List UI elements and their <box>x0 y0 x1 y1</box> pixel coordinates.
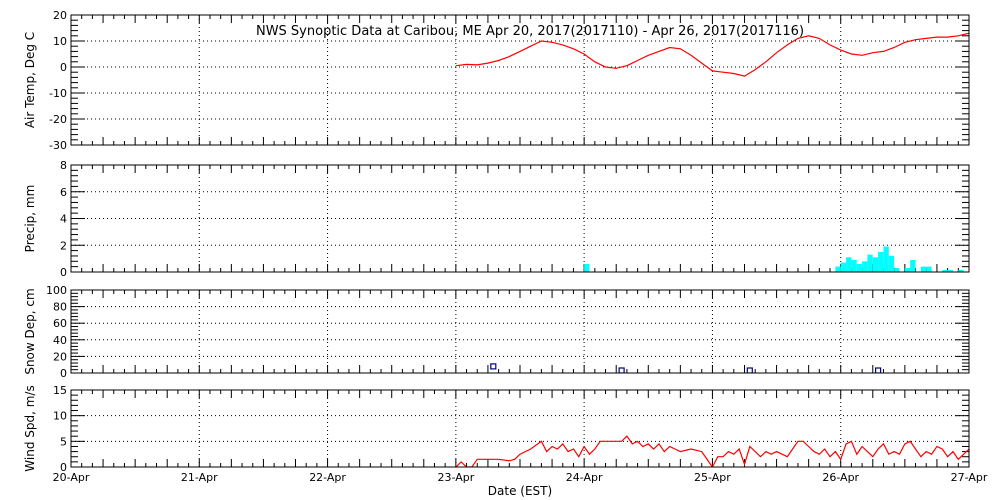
y-axis-label: Wind Spd, m/s <box>23 385 37 471</box>
y-tick-label: 40 <box>53 334 67 347</box>
precip-bar <box>920 266 927 272</box>
y-tick-label: 8 <box>60 159 67 172</box>
y-tick-label: 15 <box>53 384 67 397</box>
precip-bar <box>926 266 932 272</box>
y-tick-label: 0 <box>60 367 67 380</box>
x-tick-label: 20-Apr <box>53 471 90 484</box>
x-tick-label: 27-Apr <box>951 471 988 484</box>
precip-bar <box>846 257 852 272</box>
y-tick-label: 2 <box>60 239 67 252</box>
y-tick-label: 20 <box>53 9 67 22</box>
y-tick-label: 5 <box>60 435 67 448</box>
precip-bar <box>840 262 846 272</box>
precip-bar <box>851 260 857 272</box>
precip-bar <box>894 268 900 272</box>
panel-snow-depth: 0 20 40 60 80 100 Snow Dep, cm <box>23 284 970 380</box>
series-snow-depth <box>490 363 882 373</box>
series-air-temp <box>455 32 969 77</box>
x-tick-label: 25-Apr <box>694 471 731 484</box>
y-tick-label: 0 <box>60 61 67 74</box>
snow-depth-marker <box>874 367 882 373</box>
y-tick-label: 60 <box>53 317 67 330</box>
series-wind-speed <box>455 435 969 467</box>
y-axis-label: Precip, mm <box>23 185 37 253</box>
series-precip <box>584 246 964 272</box>
snow-depth-marker <box>618 367 625 373</box>
precip-bar <box>910 260 916 272</box>
precip-bar <box>883 246 889 272</box>
precip-bar <box>862 261 868 272</box>
precip-bar <box>584 264 590 272</box>
panel-frame <box>70 14 970 146</box>
y-tick-label: 0 <box>60 461 67 474</box>
y-tick-label: -30 <box>49 139 67 152</box>
precip-bar <box>942 270 948 272</box>
y-tick-label: 20 <box>53 350 67 363</box>
panel-precip: 0 2 4 6 8 Precip, mm <box>23 159 970 279</box>
precip-bar <box>835 266 841 272</box>
x-tick-label: 26-Apr <box>822 471 859 484</box>
y-tick-label: -20 <box>49 113 67 126</box>
x-tick-label: 22-Apr <box>309 471 346 484</box>
y-tick-label: -10 <box>49 87 67 100</box>
y-tick-label: 10 <box>53 35 67 48</box>
snow-depth-marker <box>490 363 497 370</box>
snow-depth-marker <box>746 367 753 373</box>
precip-bar <box>867 254 873 272</box>
chart-title: NWS Synoptic Data at Caribou, ME Apr 20,… <box>256 24 804 39</box>
air-temp-line <box>455 32 969 77</box>
panel-frame <box>70 389 970 468</box>
x-tick-label: 21-Apr <box>181 471 218 484</box>
x-axis-label: Date (EST) <box>488 484 552 498</box>
y-tick-label: 0 <box>60 266 67 279</box>
precip-bar <box>872 257 879 272</box>
y-tick-label: 4 <box>60 213 67 226</box>
precip-bar <box>888 255 895 272</box>
panels: -30 -20 -10 0 10 20 Air Temp, Deg C 0 2 4 6 8 Precip… <box>23 9 988 484</box>
x-tick-label: 24-Apr <box>566 471 603 484</box>
y-axis-label: Air Temp, Deg C <box>23 32 37 128</box>
precip-bar <box>958 270 964 272</box>
y-tick-label: 6 <box>60 186 67 199</box>
wind-speed-line <box>455 435 969 467</box>
precip-bar <box>904 268 911 272</box>
y-tick-label: 10 <box>53 410 67 423</box>
panel-frame <box>70 289 970 374</box>
precip-bar <box>947 270 953 272</box>
y-tick-label: 100 <box>46 284 67 297</box>
precip-bar <box>856 264 863 272</box>
panel-frame <box>70 164 970 273</box>
y-axis-label: Snow Dep, cm <box>23 288 37 374</box>
y-tick-label: 80 <box>53 301 67 314</box>
panel-air-temp: -30 -20 -10 0 10 20 Air Temp, Deg C <box>23 9 970 152</box>
precip-bar <box>878 251 884 272</box>
panel-wind-speed: 0 5 10 15 Wind Spd, m/s <box>23 384 970 474</box>
x-tick-label: 23-Apr <box>437 471 474 484</box>
